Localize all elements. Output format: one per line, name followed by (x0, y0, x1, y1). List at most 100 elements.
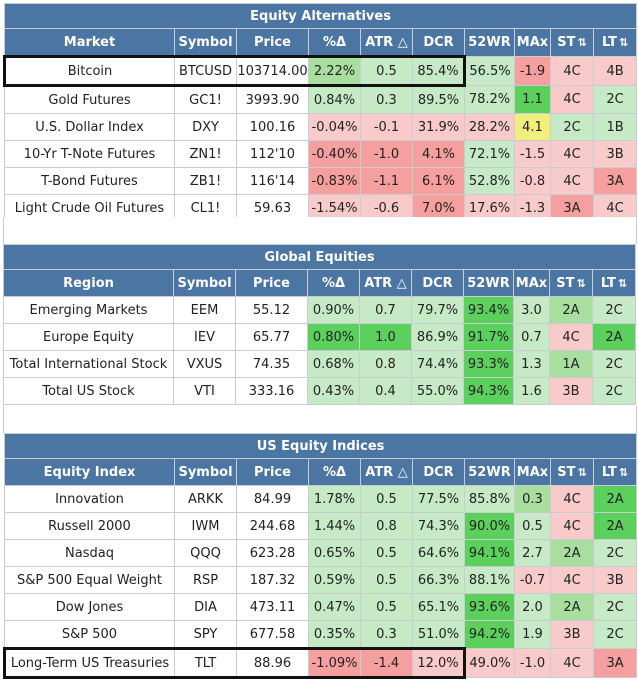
max-cell: 1.1 (514, 85, 551, 114)
52wr-cell: 88.1% (464, 566, 515, 594)
table-row[interactable]: Emerging Markets EEM 55.12 0.90% 0.7 79.7% 93.… (3, 296, 636, 324)
column-header-price[interactable]: Price (236, 458, 309, 486)
column-header-lt[interactable]: LT ⇅ (592, 269, 636, 297)
column-header-symbol[interactable]: Symbol (174, 28, 237, 57)
52wr-cell: 56.5% (464, 56, 515, 86)
table-row[interactable]: Total International Stock VXUS 74.35 0.68% 0… (3, 350, 636, 378)
52wr-cell: 52.8% (464, 167, 515, 195)
atr-cell: 0.3 (360, 85, 413, 114)
column-header-st[interactable]: ST ⇅ (550, 458, 594, 486)
section-title: Equity Alternatives (3, 3, 638, 29)
price-cell: 103714.00 (236, 55, 309, 87)
column-header-lt[interactable]: LT ⇅ (592, 458, 638, 486)
name-cell: S&P 500 Equal Weight (4, 566, 175, 594)
lt-cell: 2C (592, 296, 636, 324)
column-header-max[interactable]: MAx (513, 269, 550, 297)
section-title: US Equity Indices (3, 433, 638, 459)
pct-change-cell: 0.59% (308, 566, 361, 594)
table-row[interactable]: T-Bond Futures ZB1! 116'14 -0.83% -1.1 6.1% 52… (4, 167, 638, 195)
column-header-dcr[interactable]: DCR (412, 28, 465, 57)
table-row[interactable]: S&P 500 SPY 677.58 0.35% 0.3 51.0% 94.2% 1.9 3B 2… (4, 620, 638, 649)
name-cell: Russell 2000 (4, 512, 175, 540)
52wr-cell: 91.7% (463, 323, 514, 351)
symbol-cell: DXY (174, 113, 237, 141)
table-row[interactable]: S&P 500 Equal Weight RSP 187.32 0.59% 0.5 66.… (4, 566, 638, 594)
symbol-cell: DIA (174, 593, 237, 621)
lt-cell: 2C (592, 620, 638, 649)
lt-cell: 2C (592, 377, 636, 405)
table-row[interactable]: Dow Jones DIA 473.11 0.47% 0.5 65.1% 93.6% 2.0 2… (4, 593, 638, 621)
sort-icon[interactable]: ⇅ (617, 276, 628, 290)
52wr-cell: 90.0% (464, 512, 515, 540)
table-row[interactable]: U.S. Dollar Index DXY 100.16 -0.04% -0.1 31.9… (4, 113, 638, 141)
table-row[interactable]: Innovation ARKK 84.99 1.78% 0.5 77.5% 85.8% 0.3… (4, 485, 638, 513)
st-cell: 2A (550, 593, 594, 621)
table-row[interactable]: Total US Stock VTI 333.16 0.43% 0.4 55.0% 94.3… (3, 377, 636, 405)
sort-icon[interactable]: ⇅ (576, 276, 586, 290)
column-header-price[interactable]: Price (236, 28, 309, 57)
column-header-wr52[interactable]: 52WR (463, 269, 514, 297)
atr-cell: 1.0 (359, 323, 412, 351)
column-header-atr[interactable]: ATR △ (359, 269, 412, 297)
column-header-symbol[interactable]: Symbol (174, 458, 237, 486)
lt-cell: 2C (592, 539, 638, 567)
lt-cell: 3B (592, 566, 638, 594)
sort-icon[interactable]: ⇅ (577, 465, 587, 479)
dcr-cell: 12.0% (412, 647, 466, 679)
column-header-dcr[interactable]: DCR (411, 269, 464, 297)
atr-cell: -1.0 (360, 140, 413, 168)
column-header-name[interactable]: Region (3, 269, 174, 297)
name-cell: 10-Yr T-Note Futures (4, 140, 175, 168)
st-cell: 1A (549, 350, 593, 378)
name-cell: Gold Futures (4, 85, 175, 114)
column-header-price[interactable]: Price (235, 269, 308, 297)
column-header-max[interactable]: MAx (514, 458, 551, 486)
column-header-wr52[interactable]: 52WR (464, 458, 515, 486)
column-header-dcr[interactable]: DCR (412, 458, 465, 486)
column-header-atr[interactable]: ATR △ (360, 458, 413, 486)
lt-cell: 3A (592, 167, 638, 195)
52wr-cell: 94.1% (464, 539, 515, 567)
table-row[interactable]: 10-Yr T-Note Futures ZN1! 112'10 -0.40% -1.0… (4, 140, 638, 168)
column-header-st[interactable]: ST ⇅ (549, 269, 593, 297)
symbol-cell: SPY (174, 620, 237, 649)
table-row[interactable]: Gold Futures GC1! 3993.90 0.84% 0.3 89.5% 78.2… (4, 85, 638, 114)
52wr-cell: 94.2% (464, 620, 515, 649)
column-header-wr52[interactable]: 52WR (464, 28, 515, 57)
column-header-pct[interactable]: %Δ (308, 28, 361, 57)
column-header-pct[interactable]: %Δ (307, 269, 360, 297)
data-table: Equity Alternatives Market Symbol Price %Δ AT… (3, 3, 638, 222)
sort-icon[interactable]: ⇅ (618, 36, 629, 49)
column-header-pct[interactable]: %Δ (308, 458, 361, 486)
lt-cell: 2A (592, 512, 638, 540)
symbol-cell: IEV (173, 323, 236, 351)
st-cell: 4C (550, 485, 594, 513)
data-table: Global Equities Region Symbol Price %Δ ATR △ D… (3, 244, 636, 405)
column-header-name[interactable]: Market (4, 28, 175, 57)
table-row[interactable]: Long-Term US Treasuries TLT 88.96 -1.09% -1.… (3, 647, 638, 679)
name-cell: Long-Term US Treasuries (3, 647, 175, 679)
table-row[interactable]: Bitcoin BTCUSD 103714.00 2.22% 0.5 85.4% 56.5%… (3, 55, 638, 87)
price-cell: 88.96 (236, 647, 309, 679)
column-header-symbol[interactable]: Symbol (173, 269, 236, 297)
price-cell: 187.32 (236, 566, 309, 594)
symbol-cell: VXUS (173, 350, 236, 378)
table-row[interactable]: Nasdaq QQQ 623.28 0.65% 0.5 64.6% 94.1% 2.7 2A 2C (4, 539, 638, 567)
table-row[interactable]: Europe Equity IEV 65.77 0.80% 1.0 86.9% 91.7% 0… (3, 323, 636, 351)
table-row[interactable]: Russell 2000 IWM 244.68 1.44% 0.8 74.3% 90.0% 0… (4, 512, 638, 540)
atr-cell: 0.4 (359, 377, 412, 405)
name-cell: Europe Equity (3, 323, 174, 351)
column-header-name[interactable]: Equity Index (4, 458, 175, 486)
dcr-cell: 31.9% (412, 113, 465, 141)
st-cell: 4C (550, 167, 594, 195)
max-cell: -1.0 (514, 648, 551, 678)
pct-change-cell: 0.43% (307, 377, 360, 405)
column-header-st[interactable]: ST ⇅ (550, 28, 594, 57)
column-header-max[interactable]: MAx (514, 28, 551, 57)
symbol-cell: TLT (174, 647, 237, 679)
column-header-lt[interactable]: LT ⇅ (592, 28, 638, 57)
price-cell: 65.77 (235, 323, 308, 351)
sort-icon[interactable]: ⇅ (618, 465, 629, 479)
column-header-atr[interactable]: ATR △ (360, 28, 413, 57)
sort-icon[interactable]: ⇅ (577, 36, 587, 49)
